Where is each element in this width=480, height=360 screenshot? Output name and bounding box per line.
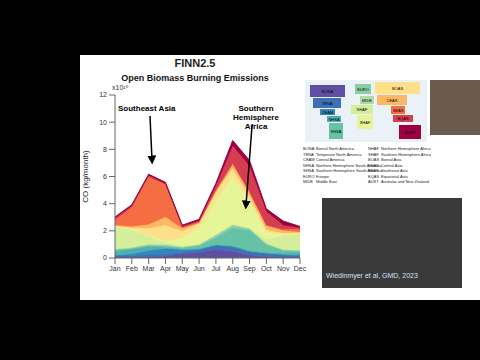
- svg-text:4: 4: [103, 200, 107, 207]
- html-text:TENA: TENA: [321, 100, 333, 106]
- html-text:AUST: AUST: [368, 179, 379, 184]
- html-text:Southeast Asia: Southeast Asia: [118, 104, 176, 113]
- html-text:BONA Boreal North America: BONA Boreal North America: [303, 146, 354, 151]
- html-text:SHAF: SHAF: [359, 119, 371, 125]
- html-text:AUST: AUST: [404, 129, 416, 135]
- html-text:Northern Hemisphere Africa: Northern Hemisphere Africa: [381, 146, 431, 151]
- html-text:CEAS: CEAS: [386, 97, 398, 103]
- svg-text:May: May: [176, 265, 190, 273]
- svg-text:8: 8: [103, 146, 107, 153]
- html-text:SHSA: SHSA: [330, 128, 342, 134]
- html-text:EQAS Equatorial Asia: EQAS Equatorial Asia: [368, 173, 408, 179]
- html-text:TENA Temperate North America: TENA Temperate North America: [303, 151, 362, 157]
- html-text:MIDE: MIDE: [362, 97, 372, 103]
- html-text:Middle East: Middle East: [316, 179, 337, 184]
- html-text:Australia and New Zealand: Australia and New Zealand: [381, 179, 429, 184]
- html-text:Southern Hemisphere Africa: Southern Hemisphere Africa: [233, 104, 279, 131]
- html-text:Southeast Asia: Southeast Asia: [381, 168, 408, 173]
- html-text:BOAS Boreal Asia: BOAS Boreal Asia: [368, 157, 402, 162]
- html-text:EURO: EURO: [357, 86, 369, 92]
- html-text:Southern Hemisphere South Amer: Southern Hemisphere South America: [316, 168, 382, 173]
- html-text:NHSA Northern Hemisphere South: NHSA Northern Hemisphere South America: [303, 162, 382, 168]
- svg-text:Apr: Apr: [160, 265, 172, 273]
- svg-text:Jun: Jun: [193, 265, 204, 272]
- html-text:CEAS Central Asia: CEAS Central Asia: [368, 162, 403, 168]
- svg-text:CO (kg/month): CO (kg/month): [81, 150, 90, 203]
- html-text:Wiedinmyer et al, GMD, 2023: Wiedinmyer et al, GMD, 2023: [326, 272, 418, 279]
- html-text:SHSA: SHSA: [303, 168, 314, 173]
- html-text:SEAS: SEAS: [368, 168, 379, 173]
- svg-text:Sep: Sep: [243, 265, 256, 273]
- svg-text:10: 10: [99, 119, 107, 126]
- svg-text:Jul: Jul: [211, 265, 220, 272]
- svg-text:6: 6: [103, 173, 107, 180]
- html-text:NHAF: NHAF: [368, 146, 379, 151]
- svg-text:Oct: Oct: [261, 265, 272, 272]
- svg-text:Mar: Mar: [143, 265, 156, 272]
- svg-text:Jan: Jan: [109, 265, 120, 272]
- svg-text:2: 2: [103, 227, 107, 234]
- html-text:MIDE: MIDE: [303, 179, 313, 184]
- html-text:NHAF: NHAF: [356, 107, 368, 112]
- html-text:NHSA: NHSA: [328, 116, 340, 122]
- svg-text:Nov: Nov: [277, 265, 290, 272]
- html-text:FINN2.5: FINN2.5: [174, 57, 216, 69]
- html-text:CEAM: CEAM: [321, 109, 334, 115]
- html-text:Open Biomass Burning Emissions: Open Biomass Burning Emissions: [121, 73, 269, 83]
- svg-text:Dec: Dec: [294, 265, 307, 272]
- svg-text:12: 12: [99, 91, 107, 98]
- svg-text:Feb: Feb: [126, 265, 138, 272]
- html-text:BONA: BONA: [321, 88, 334, 94]
- svg-text:Aug: Aug: [226, 265, 239, 273]
- svg-text:0: 0: [103, 254, 107, 261]
- html-text:CEAM Central America: CEAM Central America: [303, 157, 345, 162]
- html-text:EURO Europe: EURO Europe: [303, 173, 329, 179]
- html-text:x10¹⁰: x10¹⁰: [112, 84, 129, 91]
- html-text:SHAF Southern Hemisphere Afric: SHAF Southern Hemisphere Africa: [368, 151, 431, 157]
- html-text:SEAS: SEAS: [392, 107, 404, 113]
- html-text:BOAS: BOAS: [391, 85, 404, 91]
- html-text:EQAS: EQAS: [397, 116, 409, 121]
